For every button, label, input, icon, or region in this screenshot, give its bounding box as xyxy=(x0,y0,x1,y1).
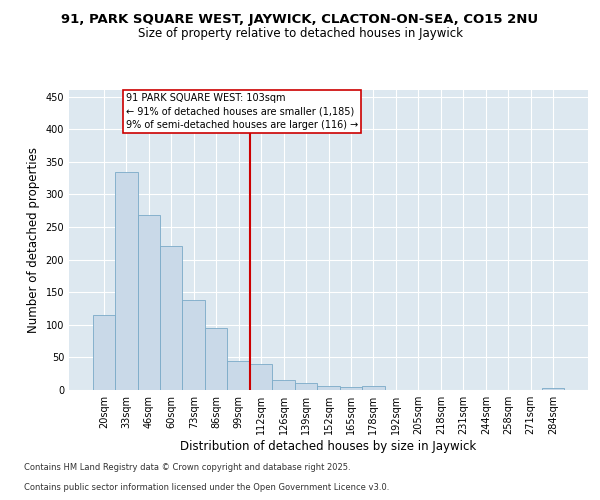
Y-axis label: Number of detached properties: Number of detached properties xyxy=(27,147,40,333)
Bar xyxy=(92,315,115,390)
Bar xyxy=(227,360,250,390)
X-axis label: Distribution of detached houses by size in Jaywick: Distribution of detached houses by size … xyxy=(181,440,476,453)
Bar xyxy=(317,386,340,390)
Text: 91, PARK SQUARE WEST, JAYWICK, CLACTON-ON-SEA, CO15 2NU: 91, PARK SQUARE WEST, JAYWICK, CLACTON-O… xyxy=(61,12,539,26)
Text: Contains public sector information licensed under the Open Government Licence v3: Contains public sector information licen… xyxy=(24,484,389,492)
Bar xyxy=(250,364,272,390)
Bar xyxy=(542,388,565,390)
Bar xyxy=(160,246,182,390)
Bar xyxy=(182,300,205,390)
Bar xyxy=(137,215,160,390)
Text: Size of property relative to detached houses in Jaywick: Size of property relative to detached ho… xyxy=(137,28,463,40)
Bar xyxy=(295,384,317,390)
Bar xyxy=(115,172,137,390)
Bar xyxy=(362,386,385,390)
Text: 91 PARK SQUARE WEST: 103sqm
← 91% of detached houses are smaller (1,185)
9% of s: 91 PARK SQUARE WEST: 103sqm ← 91% of det… xyxy=(126,94,359,130)
Bar xyxy=(340,386,362,390)
Bar xyxy=(272,380,295,390)
Text: Contains HM Land Registry data © Crown copyright and database right 2025.: Contains HM Land Registry data © Crown c… xyxy=(24,464,350,472)
Bar xyxy=(205,328,227,390)
